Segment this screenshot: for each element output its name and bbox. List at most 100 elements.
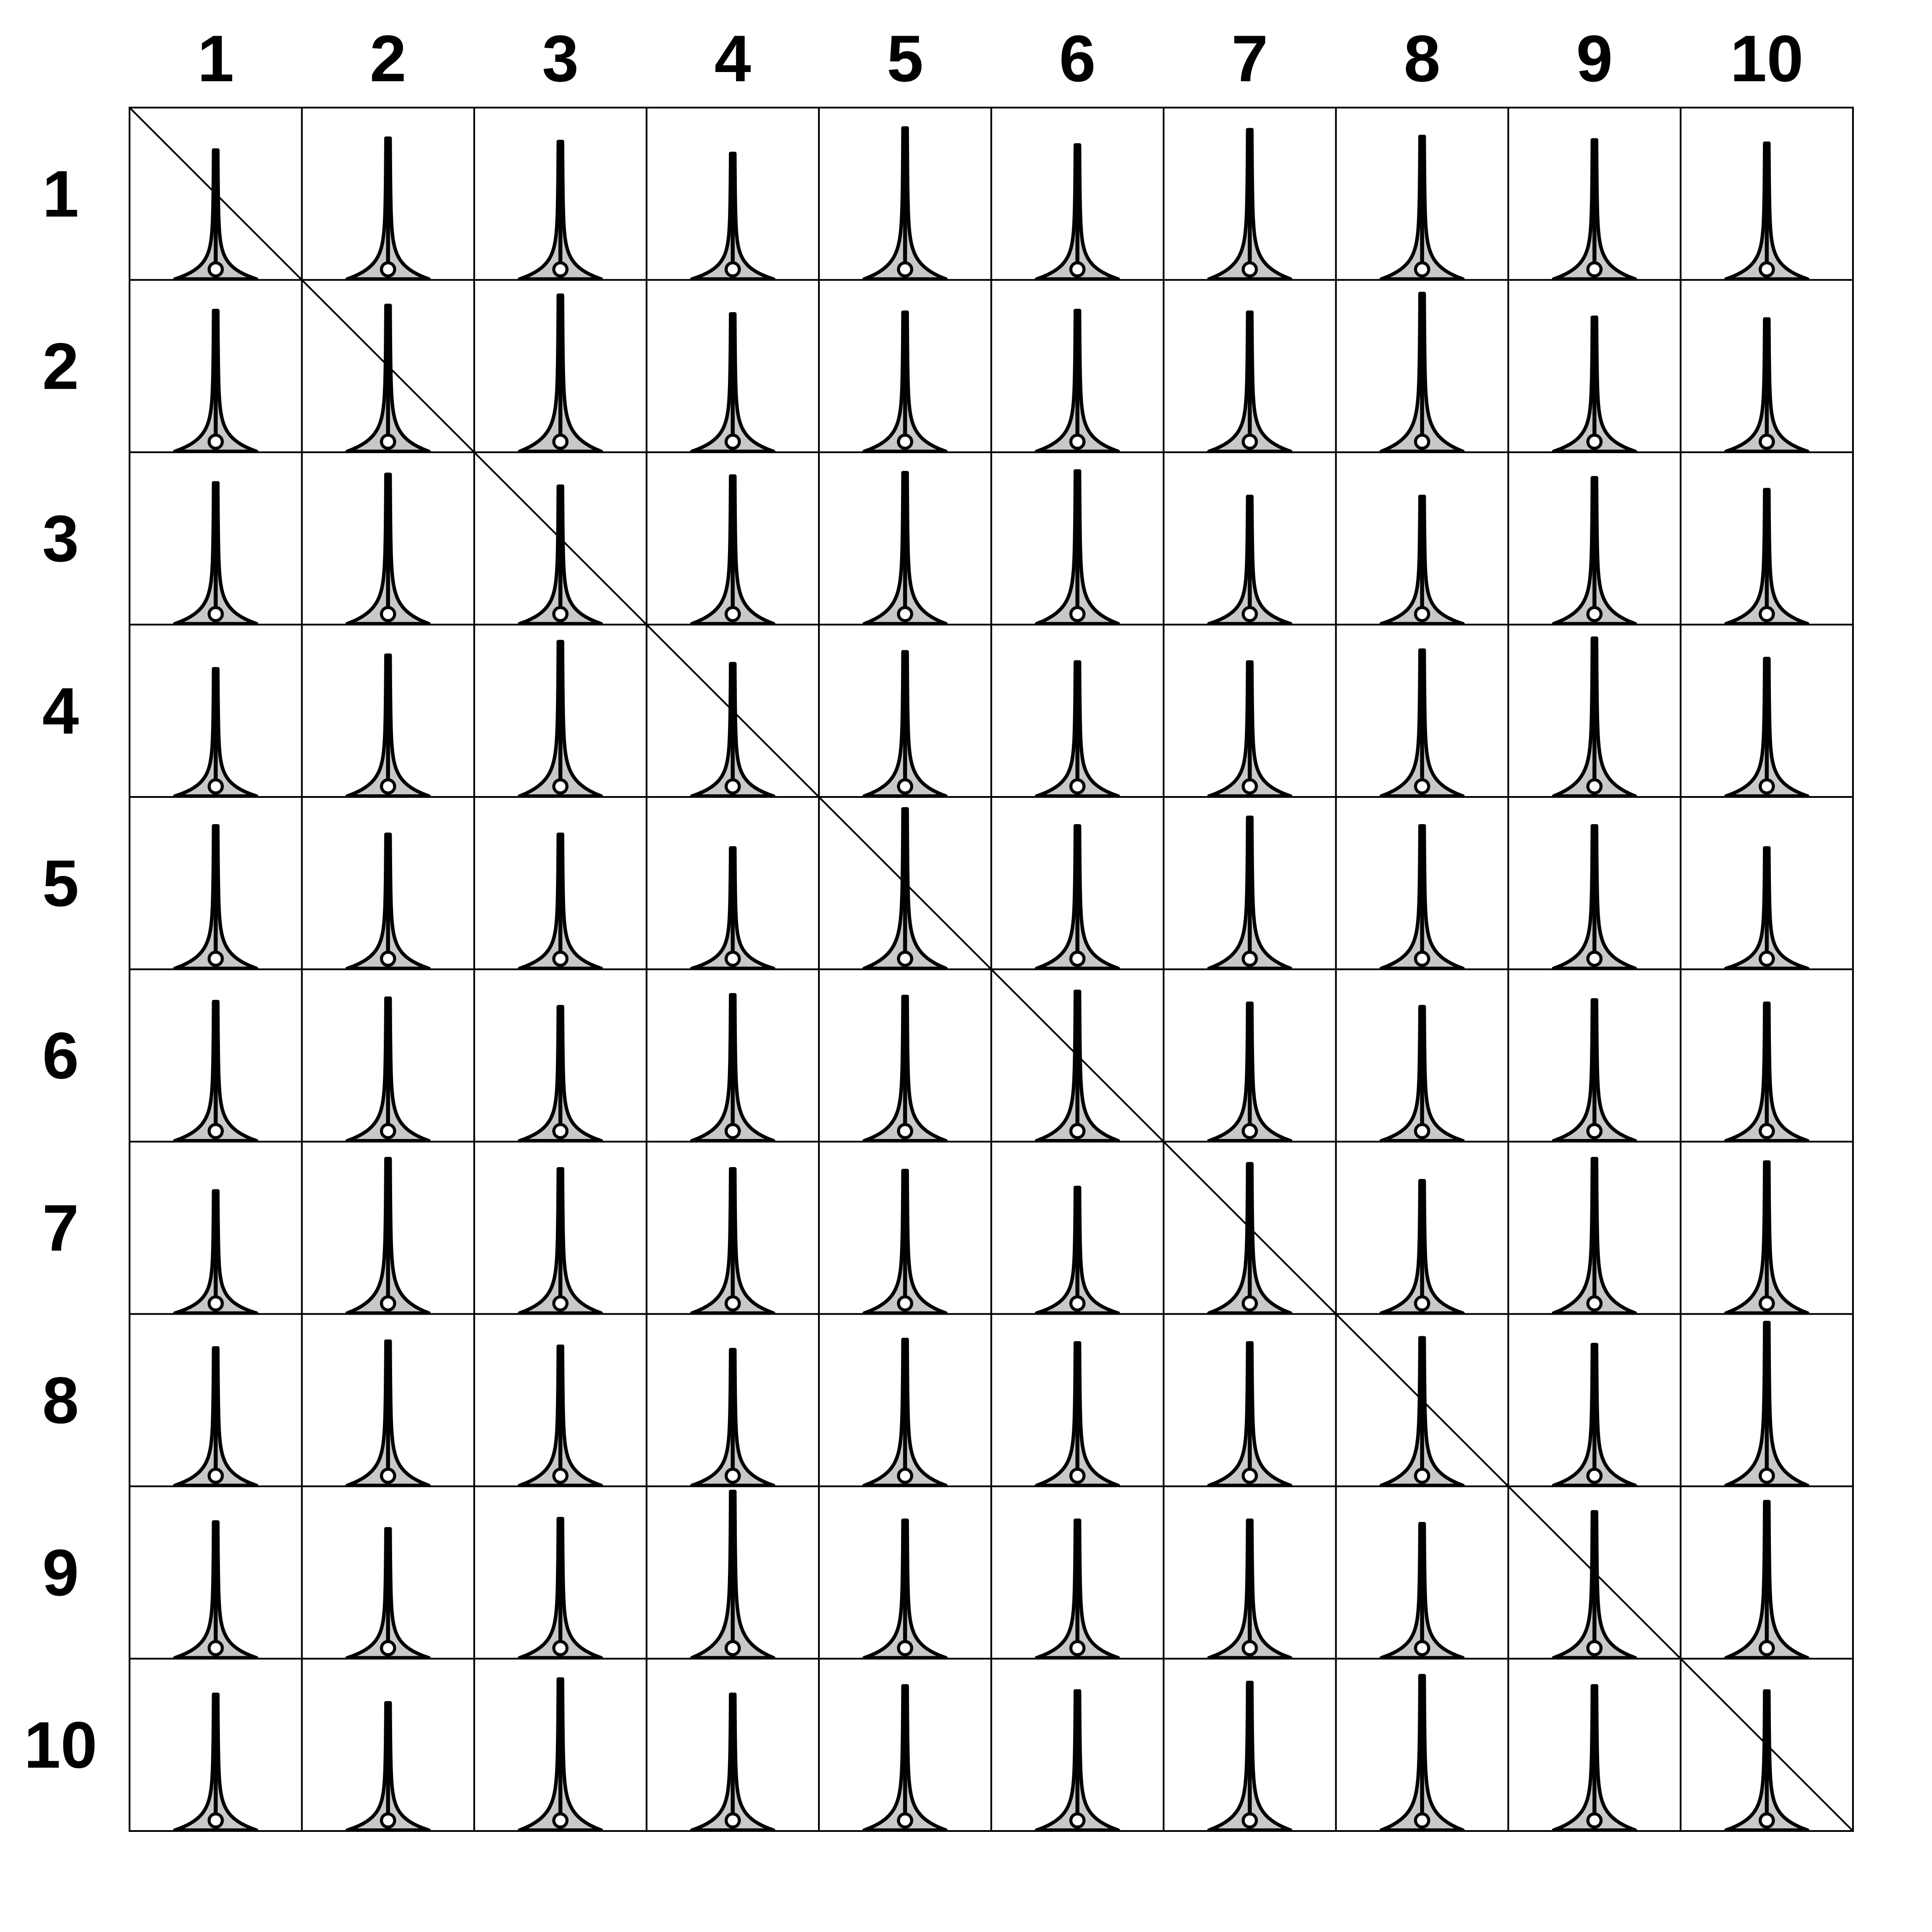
violin-median-point (897, 778, 913, 795)
matrix-cell (301, 1658, 475, 1832)
violin-median-point (1241, 1640, 1258, 1656)
violin-median-point (724, 1295, 741, 1312)
violin-median-point (1241, 433, 1258, 450)
matrix-cell (645, 279, 820, 453)
violin-median-point (1241, 606, 1258, 622)
column-label: 4 (714, 22, 751, 95)
matrix-cell (473, 107, 648, 281)
matrix-cell (645, 1658, 820, 1832)
row-label: 7 (42, 1191, 79, 1265)
violin-median-point (552, 1640, 569, 1656)
violin-median-point (380, 1123, 396, 1139)
matrix-cell (1507, 1658, 1682, 1832)
violin-median-point (1069, 1640, 1086, 1656)
violin-median-point (1586, 1123, 1603, 1139)
violin-median-point (207, 261, 224, 278)
column-label: 8 (1404, 22, 1440, 95)
violin-median-point (897, 1467, 913, 1484)
matrix-cell (645, 968, 820, 1143)
violin-median-point (1586, 951, 1603, 967)
matrix-cell (1163, 107, 1337, 281)
violin-median-point (1069, 778, 1086, 795)
violin-median-point (724, 778, 741, 795)
matrix-cell (1680, 451, 1854, 626)
matrix-cell (818, 279, 992, 453)
matrix-cell (645, 1141, 820, 1315)
matrix-cell (301, 968, 475, 1143)
matrix-cell (129, 796, 303, 970)
matrix-cell (1163, 1313, 1337, 1487)
violin-median-point (1759, 1640, 1775, 1656)
violin-median-point (897, 433, 913, 450)
column-label: 3 (542, 22, 579, 95)
violin-median-point (552, 433, 569, 450)
violin-median-point (724, 1812, 741, 1829)
violin-median-point (1759, 1812, 1775, 1829)
matrix-cell (1163, 451, 1337, 626)
matrix-cell (1163, 1485, 1337, 1660)
violin-median-point (552, 1295, 569, 1312)
violin-median-point (1759, 1295, 1775, 1312)
matrix-cell (818, 1141, 992, 1315)
violin-median-point (552, 951, 569, 967)
matrix-cell (1335, 1658, 1509, 1832)
column-label: 2 (370, 22, 406, 95)
matrix-cell (990, 1313, 1164, 1487)
violin-median-point (1759, 606, 1775, 622)
matrix-cell (1335, 107, 1509, 281)
violin-median-point (1241, 778, 1258, 795)
violin-median-point (1586, 261, 1603, 278)
violin-median-point (897, 951, 913, 967)
matrix-cell (473, 624, 648, 798)
matrix-cells (129, 107, 1854, 1832)
matrix-cell (990, 796, 1164, 970)
matrix-cell (473, 968, 648, 1143)
row-label: 8 (42, 1363, 79, 1437)
violin-median-point (1414, 1123, 1431, 1139)
matrix-cell (818, 451, 992, 626)
matrix-cell (129, 968, 303, 1143)
violin-median-point (1414, 261, 1431, 278)
violin-median-point (724, 261, 741, 278)
matrix-cell (301, 1141, 475, 1315)
matrix-cell (1163, 1658, 1337, 1832)
matrix-cell (1335, 968, 1509, 1143)
matrix-cell (301, 624, 475, 798)
violin-median-point (1586, 1640, 1603, 1656)
violin-median-point (1069, 1295, 1086, 1312)
violin-median-point (1759, 261, 1775, 278)
matrix-cell (1507, 624, 1682, 798)
violin-median-point (1241, 1295, 1258, 1312)
violin-median-point (207, 1295, 224, 1312)
violin-median-point (1069, 1812, 1086, 1829)
matrix-cell (1680, 624, 1854, 798)
matrix-cell (473, 1141, 648, 1315)
violin-median-point (380, 778, 396, 795)
violin-median-point (1586, 1467, 1603, 1484)
violin-median-point (724, 951, 741, 967)
column-label: 5 (887, 22, 923, 95)
violin-median-point (1069, 261, 1086, 278)
violin-median-point (724, 1467, 741, 1484)
matrix-cell (1507, 279, 1682, 453)
matrix-cell (1680, 1313, 1854, 1487)
violin-median-point (1069, 1467, 1086, 1484)
column-label: 6 (1059, 22, 1096, 95)
matrix-cell (301, 451, 475, 626)
violin-median-point (1414, 606, 1431, 622)
violin-median-point (552, 261, 569, 278)
violin-median-point (1759, 433, 1775, 450)
matrix-cell (1680, 279, 1854, 453)
violin-median-point (1241, 261, 1258, 278)
violin-median-point (207, 1640, 224, 1656)
matrix-cell (1507, 451, 1682, 626)
matrix-cell (818, 968, 992, 1143)
violin-median-point (1759, 951, 1775, 967)
violin-median-point (1069, 433, 1086, 450)
violin-median-point (1069, 1123, 1086, 1139)
matrix-cell (129, 279, 303, 453)
row-label: 2 (42, 329, 79, 403)
violin-median-point (1759, 778, 1775, 795)
violin-median-point (724, 1640, 741, 1656)
matrix-cell (1335, 279, 1509, 453)
